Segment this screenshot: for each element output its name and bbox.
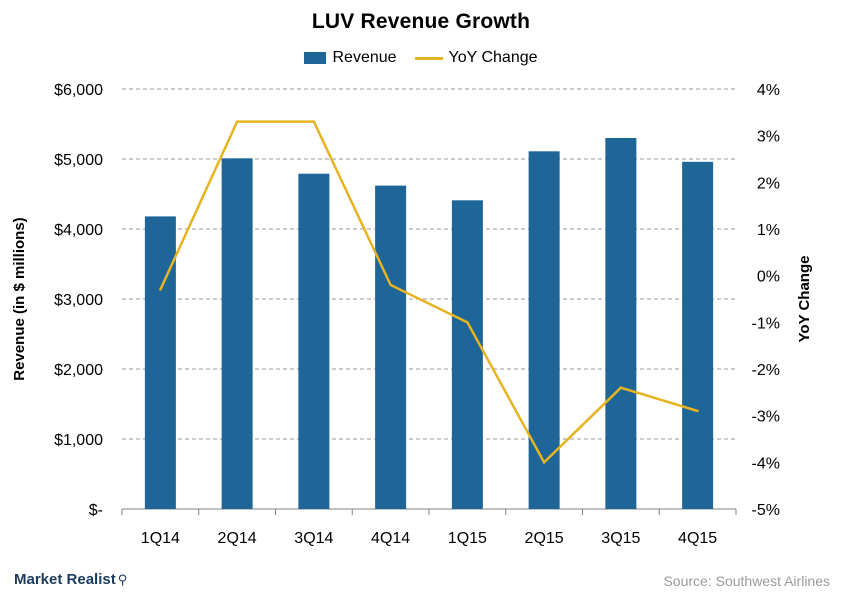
yoy-change-point xyxy=(389,283,392,287)
y-tick-label: $6,000 xyxy=(54,82,103,99)
x-tick-label: 2Q15 xyxy=(525,530,564,547)
legend-swatch-yoy-change xyxy=(414,56,443,60)
revenue-bar xyxy=(298,173,330,509)
y2-tick-label: -2% xyxy=(752,362,780,379)
legend-label-yoy-change: YoY Change xyxy=(448,49,538,66)
x-tick-label: 1Q15 xyxy=(448,530,487,547)
y-tick-label: $2,000 xyxy=(54,362,103,379)
y-tick-label: $5,000 xyxy=(54,152,103,169)
y-axis-title: Revenue (in $ millions) xyxy=(11,217,28,380)
y2-tick-label: 2% xyxy=(757,175,780,192)
revenue-bar xyxy=(375,185,407,509)
y2-axis-title: YoY Change xyxy=(796,256,813,343)
y2-tick-label: 0% xyxy=(757,269,780,286)
yoy-change-line xyxy=(159,120,698,465)
revenue-bar xyxy=(528,151,560,510)
legend-swatch-revenue xyxy=(304,52,327,64)
yoy-change-point xyxy=(542,461,546,464)
source-note: Source: Southwest Airlines xyxy=(663,573,830,589)
y-tick-label: $4,000 xyxy=(54,222,103,239)
x-tick-label: 4Q15 xyxy=(678,530,717,547)
y2-tick-label: 3% xyxy=(757,129,780,146)
yoy-change-point xyxy=(466,321,469,324)
yoy-change-point xyxy=(312,120,316,123)
revenue-bar xyxy=(605,138,637,509)
yoy-change-point xyxy=(235,120,239,123)
x-tick-label: 3Q14 xyxy=(294,530,333,547)
legend-item-yoy-change: YoY Change xyxy=(414,49,538,67)
y2-tick-label: 1% xyxy=(757,222,780,239)
x-tick-label: 1Q14 xyxy=(141,530,180,547)
y2-tick-label: -4% xyxy=(752,455,780,472)
y2-tick-label: -5% xyxy=(752,502,780,519)
y-tick-label: $1,000 xyxy=(54,432,103,449)
revenue-bar xyxy=(144,216,176,509)
y2-tick-label: -1% xyxy=(752,315,780,332)
legend-label-revenue: Revenue xyxy=(332,49,397,66)
revenue-bar xyxy=(221,158,253,510)
y-tick-label: $- xyxy=(89,502,103,519)
x-tick-label: 4Q14 xyxy=(371,530,410,547)
brand-name: Market Realist xyxy=(14,571,116,588)
y2-tick-label: 4% xyxy=(757,82,780,99)
y2-tick-label: -3% xyxy=(752,409,780,426)
yoy-change-point xyxy=(696,409,699,413)
yoy-change-point xyxy=(159,288,162,291)
legend: Revenue YoY Change xyxy=(0,49,842,67)
legend-item-revenue: Revenue xyxy=(304,49,397,67)
revenue-bar xyxy=(451,200,483,510)
magnifier-icon: ⚲ xyxy=(117,571,128,587)
yoy-change-point xyxy=(619,386,623,389)
chart-title: LUV Revenue Growth xyxy=(311,10,531,33)
x-tick-label: 3Q15 xyxy=(601,530,640,547)
revenue-bar xyxy=(682,161,714,510)
brand-logo: Market Realist ⚲ xyxy=(14,571,127,588)
y-tick-label: $3,000 xyxy=(54,292,103,309)
x-tick-label: 2Q14 xyxy=(218,530,257,547)
